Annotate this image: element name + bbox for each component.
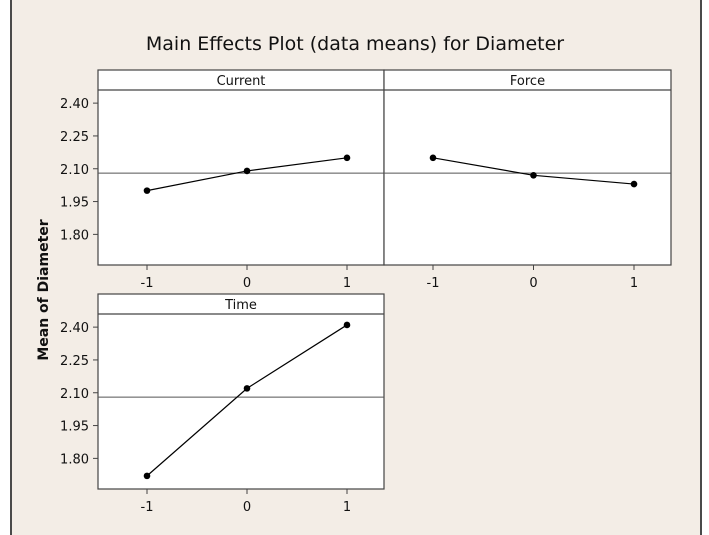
data-point bbox=[143, 472, 151, 480]
panel-frame bbox=[383, 69, 672, 266]
chart-area: Main Effects Plot (data means) for Diame… bbox=[10, 0, 702, 535]
y-tick-label: 1.95 bbox=[60, 420, 89, 435]
y-tick-label: 1.80 bbox=[60, 228, 89, 243]
data-point bbox=[530, 172, 537, 179]
data-point bbox=[630, 180, 638, 188]
y-axis-label: Mean of Diameter bbox=[36, 219, 52, 360]
y-tick-label: 2.25 bbox=[60, 130, 89, 145]
y-tick-label: 1.95 bbox=[60, 196, 89, 211]
main-effects-plot: Main Effects Plot (data means) for Diame… bbox=[36, 33, 672, 515]
panel-force: Force -1 0 1 bbox=[383, 69, 672, 291]
data-point bbox=[343, 321, 351, 329]
data-point bbox=[429, 154, 437, 162]
chart-title: Main Effects Plot (data means) for Diame… bbox=[146, 33, 564, 55]
y-tick-label: 2.10 bbox=[60, 163, 89, 178]
x-tick-label: 1 bbox=[343, 276, 351, 291]
x-tick-label: 0 bbox=[243, 500, 251, 515]
panel-frame bbox=[97, 69, 385, 266]
x-tick-label: 1 bbox=[630, 276, 638, 291]
data-point bbox=[243, 167, 251, 175]
data-point bbox=[343, 154, 351, 162]
x-tick-label: -1 bbox=[427, 276, 440, 291]
y-tick-label: 2.40 bbox=[60, 321, 89, 336]
x-tick-label: 1 bbox=[343, 500, 351, 515]
panel-strip-label: Time bbox=[224, 298, 257, 313]
y-tick-label: 2.10 bbox=[60, 387, 89, 402]
x-tick-label: -1 bbox=[141, 500, 154, 515]
data-point bbox=[143, 187, 151, 194]
x-tick-label: 0 bbox=[529, 276, 537, 291]
data-point bbox=[243, 385, 251, 392]
y-tick-label: 2.40 bbox=[60, 97, 89, 112]
panel-current: Current 2.40 2.25 2.10 1.95 1.80 -1 0 1 bbox=[60, 69, 385, 291]
y-tick-label: 2.25 bbox=[60, 354, 89, 369]
panel-time: Time 2.40 2.25 2.10 1.95 1.80 -1 0 1 bbox=[60, 293, 385, 515]
panel-frame bbox=[97, 293, 385, 490]
panel-strip-label: Force bbox=[510, 74, 545, 89]
x-tick-label: -1 bbox=[141, 276, 154, 291]
y-tick-label: 1.80 bbox=[60, 452, 89, 467]
x-tick-label: 0 bbox=[243, 276, 251, 291]
panel-strip-label: Current bbox=[217, 74, 266, 89]
